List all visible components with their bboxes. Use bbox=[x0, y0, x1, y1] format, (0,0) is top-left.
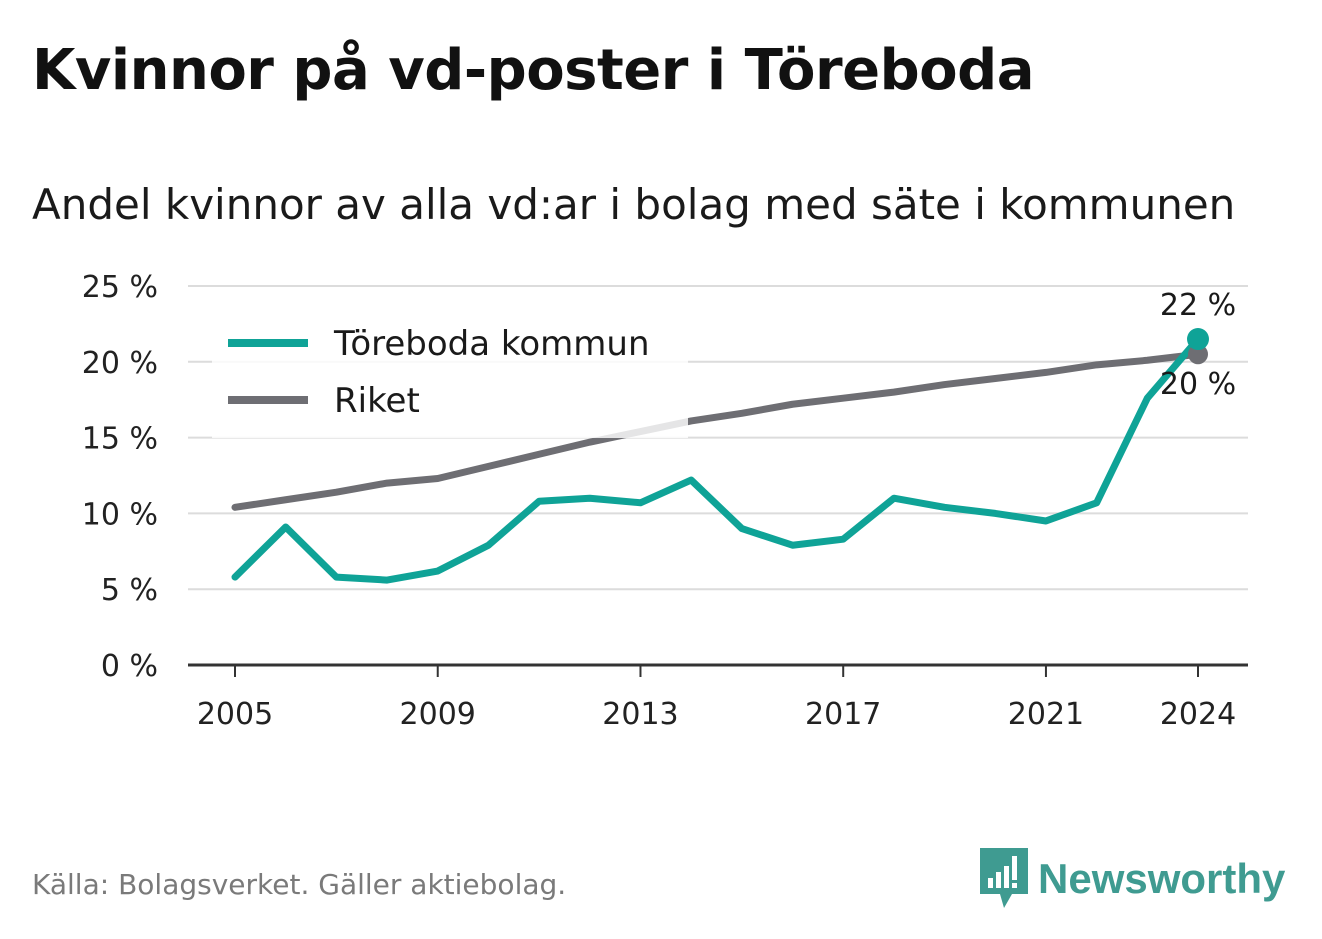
x-axis-ticks: 2005 2009 2013 2017 2021 2024 bbox=[197, 665, 1236, 732]
chart-title: Kvinnor på vd-poster i Töreboda bbox=[32, 38, 1035, 103]
x-tick-label: 2009 bbox=[400, 697, 476, 732]
x-tick-label: 2013 bbox=[602, 697, 678, 732]
brand-name: Newsworthy bbox=[1038, 855, 1286, 902]
end-label-riket: 20 % bbox=[1160, 367, 1236, 402]
x-tick-label: 2021 bbox=[1008, 697, 1084, 732]
y-tick-label: 20 % bbox=[82, 346, 158, 381]
y-tick-label: 0 % bbox=[101, 649, 158, 684]
newsworthy-logo-icon bbox=[980, 848, 1028, 908]
y-tick-label: 25 % bbox=[82, 270, 158, 305]
y-tick-label: 10 % bbox=[82, 497, 158, 532]
x-tick-label: 2017 bbox=[805, 697, 881, 732]
y-axis-ticks: 0 % 5 % 10 % 15 % 20 % 25 % bbox=[82, 270, 158, 684]
x-tick-label: 2005 bbox=[197, 697, 273, 732]
y-tick-label: 5 % bbox=[101, 573, 158, 608]
legend-label: Riket bbox=[334, 381, 420, 421]
newsworthy-logo: Newsworthy bbox=[980, 848, 1285, 910]
chart-subtitle: Andel kvinnor av alla vd:ar i bolag med … bbox=[32, 180, 1236, 229]
end-points: 22 % 20 % bbox=[1160, 288, 1236, 402]
source-note: Källa: Bolagsverket. Gäller aktiebolag. bbox=[32, 868, 567, 901]
y-tick-label: 15 % bbox=[82, 422, 158, 457]
x-tick-label: 2024 bbox=[1160, 697, 1236, 732]
legend-background bbox=[212, 314, 688, 438]
series-line-toreboda bbox=[231, 335, 1202, 584]
legend: Töreboda kommun Riket bbox=[212, 314, 688, 438]
end-point-riket bbox=[1188, 344, 1208, 365]
series-lines bbox=[231, 335, 1202, 584]
series-line-riket bbox=[231, 350, 1202, 511]
legend-label: Töreboda kommun bbox=[333, 324, 650, 364]
end-point-toreboda bbox=[1187, 328, 1209, 351]
end-label-toreboda: 22 % bbox=[1160, 288, 1236, 323]
gridlines bbox=[188, 285, 1248, 667]
